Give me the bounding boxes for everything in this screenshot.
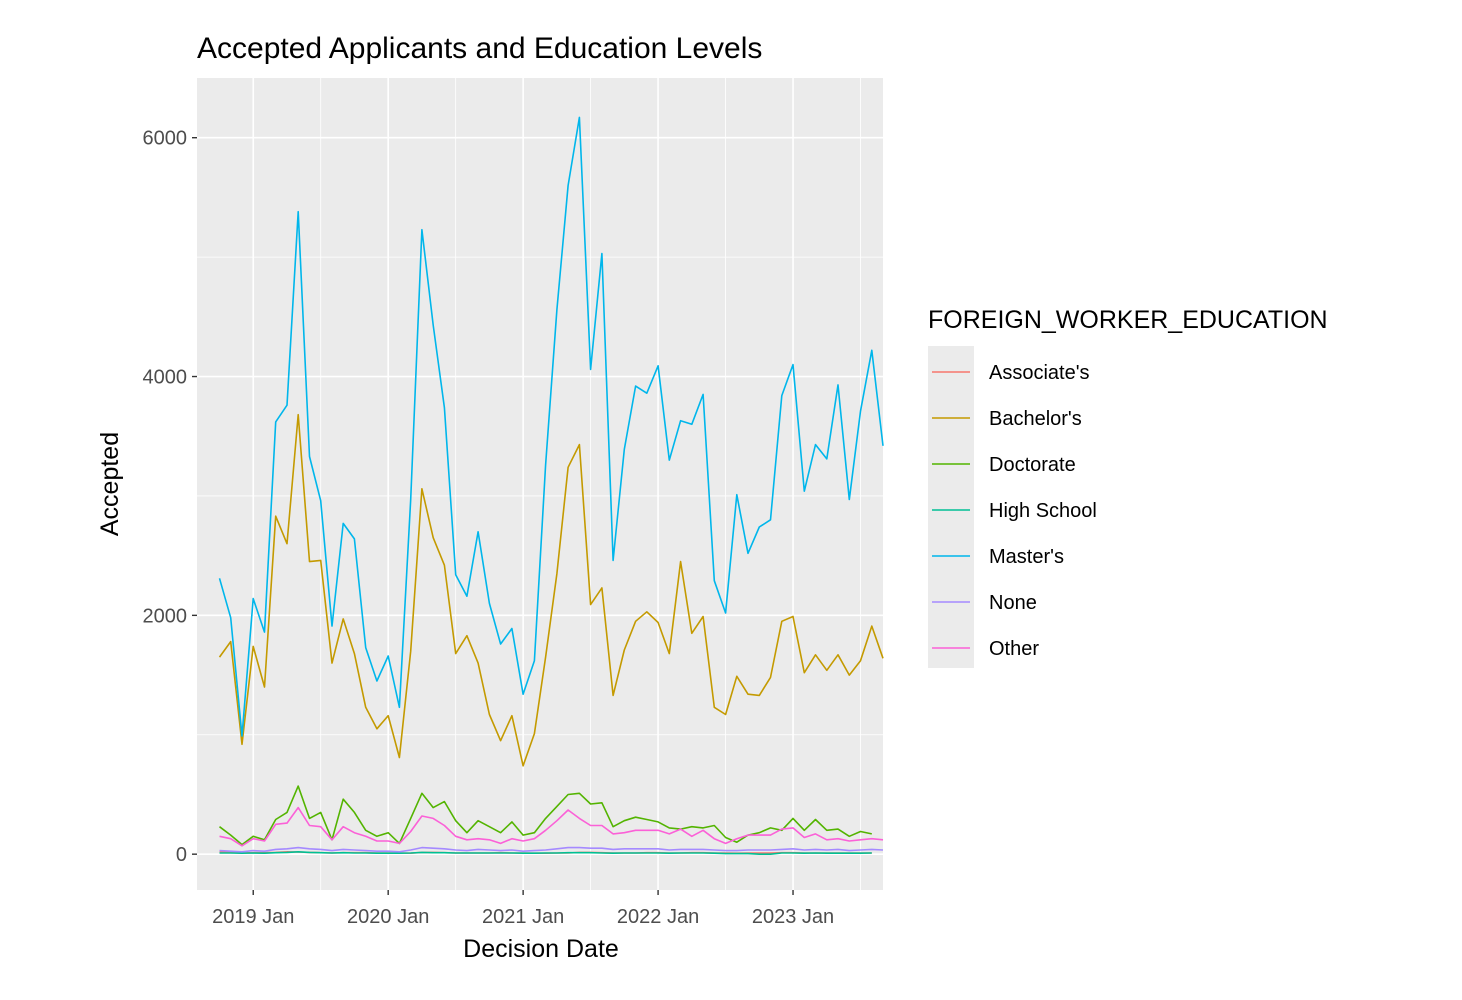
legend-label-other: Other [989,638,1039,660]
y-tick-label: 0 [176,844,187,866]
y-axis: 0 2000 4000 6000 [143,128,197,866]
legend-label-high-school: High School [989,500,1097,522]
x-tick-label: 2021 Jan [482,906,564,928]
y-axis-title: Accepted [96,432,124,536]
series-line-doctorate [219,785,872,846]
series-line-other [219,806,884,847]
x-tick-label: 2020 Jan [347,906,429,928]
x-tick-label: 2019 Jan [212,906,294,928]
series-line-high-school [219,850,872,856]
x-tick-label: 2022 Jan [617,906,699,928]
series-line-bachelor-s [218,413,884,767]
series-line-master-s [218,116,884,737]
y-tick-label: 6000 [143,128,188,150]
y-tick-label: 2000 [143,605,188,627]
legend-key-background [928,346,974,668]
x-axis: 2019 Jan 2020 Jan 2021 Jan 2022 Jan 2023 Jan [212,890,834,928]
x-axis-title: Decision Date [463,935,619,963]
x-tick-label: 2023 Jan [752,906,834,928]
legend-title: FOREIGN_WORKER_EDUCATION [928,306,1328,334]
legend-label-doctorate: Doctorate [989,454,1076,476]
legend-label-associate-s: Associate's [989,362,1090,384]
series-line-none [219,846,884,853]
legend: FOREIGN_WORKER_EDUCATION Associate's Bach… [928,306,1328,668]
series-lines [218,116,884,856]
y-tick-label: 4000 [143,367,188,389]
plot-panel [197,78,883,890]
legend-label-bachelor-s: Bachelor's [989,408,1082,430]
minor-gridlines [197,78,883,890]
chart-title: Accepted Applicants and Education Levels [197,32,762,65]
major-gridlines [197,78,883,890]
legend-label-none: None [989,592,1037,614]
legend-label-master-s: Master's [989,546,1064,568]
